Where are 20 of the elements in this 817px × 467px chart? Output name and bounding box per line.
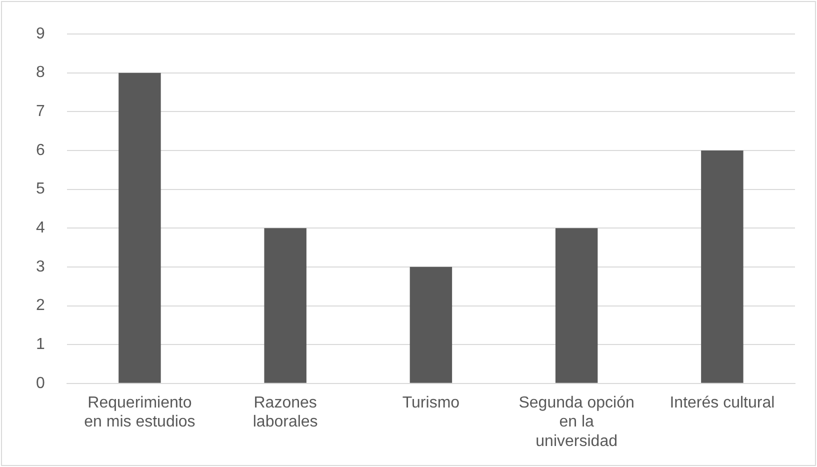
y-tick-label: 1: [36, 336, 45, 353]
bar: [118, 72, 161, 383]
y-tick-label: 5: [36, 180, 45, 198]
y-tick-label: 4: [36, 220, 45, 237]
bar: [410, 266, 452, 383]
bar: [555, 228, 598, 383]
y-tick-label: 2: [36, 297, 45, 314]
x-tick-label: Requerimiento en mis estudios: [84, 394, 196, 431]
x-tick-label: Razones laborales: [252, 394, 318, 431]
y-tick-label: 9: [36, 25, 45, 42]
x-tick-label: Interés cultural: [670, 394, 775, 412]
y-tick-label: 8: [36, 64, 45, 82]
y-tick-label: 6: [36, 142, 45, 159]
x-tick-label: Turismo: [402, 394, 460, 412]
y-tick-label: 3: [36, 258, 45, 276]
bar: [701, 150, 744, 383]
y-tick-label: 0: [36, 374, 45, 392]
y-tick-label: 7: [36, 103, 45, 120]
bar: [264, 228, 306, 383]
x-tick-label: Segunda opción en la universidad: [518, 394, 634, 450]
